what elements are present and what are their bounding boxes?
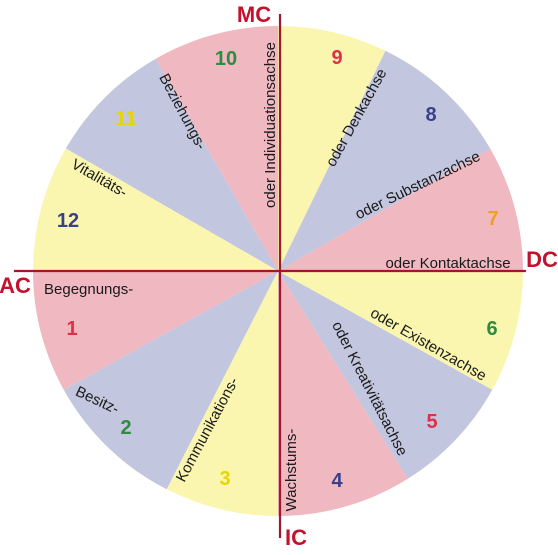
house-4-sector <box>278 271 408 516</box>
dc-label: DC <box>526 247 558 272</box>
house-7-label: oder Kontaktachse <box>385 255 510 272</box>
house-12-number: 12 <box>57 210 79 232</box>
house-7-number: 7 <box>487 208 498 230</box>
house-5-sector <box>278 271 493 479</box>
house-8-number: 8 <box>425 104 436 126</box>
house-3-sector <box>166 271 278 516</box>
house-9-number: 9 <box>331 47 342 69</box>
house-4-number: 4 <box>331 470 343 492</box>
house-10-number: 10 <box>215 48 237 70</box>
house-2-sector <box>63 271 278 490</box>
house-1-sector <box>33 271 278 390</box>
house-10-label: oder Individuationsachse <box>262 42 279 208</box>
house-6-number: 6 <box>486 318 497 340</box>
house-10-sector <box>155 26 278 271</box>
house-11-number: 11 <box>115 108 136 130</box>
house-9-sector <box>278 26 386 271</box>
axis-lines <box>14 14 526 538</box>
house-12-sector <box>33 148 278 271</box>
house-11-sector <box>65 58 278 271</box>
house-5-number: 5 <box>426 411 437 433</box>
house-7-sector <box>278 148 524 271</box>
house-3-number: 3 <box>219 468 230 490</box>
house-6-sector <box>278 271 523 390</box>
ac-label: AC <box>0 273 31 298</box>
house-sectors <box>33 26 524 516</box>
house-1-label: Begegnungs- <box>44 281 133 298</box>
house-1-number: 1 <box>66 318 77 340</box>
house-2-number: 2 <box>120 417 131 439</box>
house-8-sector <box>278 50 491 271</box>
house-4-label: Wachstums- <box>283 429 300 512</box>
mc-label: MC <box>237 2 271 27</box>
ic-label: IC <box>285 525 307 550</box>
